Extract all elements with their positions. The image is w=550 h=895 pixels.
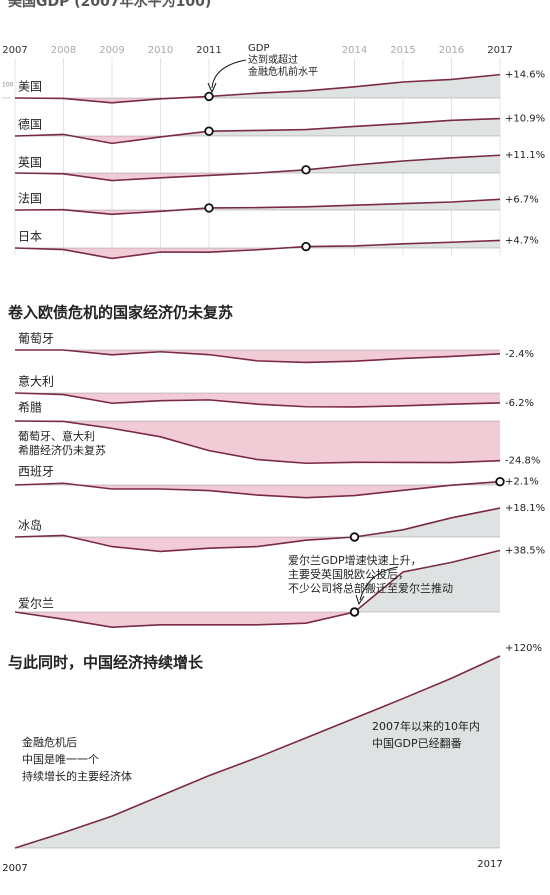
line [14,420,501,465]
section-title: 与此同时，中国经济持续增长 [8,654,204,672]
recovery-marker [204,91,214,102]
area [15,248,500,259]
area [15,155,500,173]
line [14,507,501,553]
recovery-marker [301,165,311,175]
x-tick-label: 2017 [487,45,512,56]
value-label: -24.8% [505,456,540,467]
line [14,198,501,216]
line [15,349,501,364]
value-label: +4.7% [505,235,539,246]
recovery-marker [349,532,360,542]
annotation: 金融危机后 [22,735,77,749]
annotation: 持续增长的主要经济体 [22,769,132,783]
series-label: 日本 [18,230,42,244]
value-label: -2.4% [505,349,534,360]
line [14,480,501,499]
value-label: +11.1% [505,150,545,161]
x-tick-label: 2011 [196,45,221,56]
area [15,421,500,464]
x-tick-label: 2015 [390,45,415,56]
line [14,239,501,260]
x-tick-label: 2014 [342,45,367,56]
annotation: 主要受英国脱欧公投后， [288,567,409,581]
recovery-marker [204,126,214,136]
value-label: +2.1% [505,477,539,488]
area [15,550,500,612]
series-label: 美国 [18,80,42,94]
recovery-marker [349,607,360,617]
area [15,537,500,552]
area [15,199,500,210]
x-tick-label: 2007 [2,863,27,874]
annotation: 爱尔兰GDP增速快速上升， [288,553,422,567]
area [15,136,500,144]
annotation: 希腊经济仍未复苏 [18,443,106,457]
recovery-marker [204,203,214,213]
annotation: 不少公司将总部搬迁至爱尔兰推动 [288,581,453,595]
line [14,392,501,408]
x-tick-label: 2008 [51,45,76,56]
arrow-head [207,82,217,94]
y-tick-label: 100 [2,82,14,89]
series-label: 德国 [18,117,42,132]
line [14,117,501,145]
value-label: -6.2% [505,398,534,409]
value-label: +6.7% [505,194,539,205]
value-label: +14.6% [505,70,545,81]
area [15,656,500,848]
series-label: 英国 [18,156,42,170]
area [15,481,500,485]
line [14,549,501,629]
arrow-head [355,594,365,606]
area [15,612,500,628]
area [15,393,500,407]
recovery-marker [495,476,505,487]
series-label: 爱尔兰 [18,596,54,611]
line [14,154,501,182]
annotation: 达到或超过 [248,53,298,66]
value-label: +38.5% [505,545,545,556]
x-tick-label: 2007 [2,45,27,56]
area [15,74,500,98]
arrow [359,566,399,601]
area [15,508,500,537]
x-tick-label: 2016 [439,45,464,56]
area [15,485,500,498]
line [14,655,501,849]
area [15,210,500,215]
area [15,98,500,103]
recovery-marker [301,241,311,252]
annotation: 葡萄牙、意大利 [18,429,95,443]
section-title: 卷入欧债危机的国家经济仍未复苏 [7,304,233,322]
annotation: 金融危机前水平 [248,65,318,78]
line [14,73,501,104]
value-label: +10.9% [505,114,545,125]
x-tick-label: 2010 [148,45,173,56]
annotation: GDP [248,43,269,54]
annotation: 2007年以来的10年内 [372,719,480,733]
series-label: 意大利 [18,374,54,389]
series-label: 葡萄牙 [18,332,54,346]
title: 美国GDP (2007年水平为100) [8,0,211,10]
annotation: 中国是唯一一个 [22,753,99,766]
x-tick-label: 2009 [99,45,124,56]
arrow [211,59,247,89]
value-label: +120% [505,643,542,654]
area [15,118,500,136]
series-label: 法国 [18,192,42,206]
series-label: 希腊 [18,400,42,415]
value-label: +18.1% [505,503,545,514]
area [15,240,500,248]
series-label: 西班牙 [18,465,54,479]
series-label: 冰岛 [18,518,42,533]
x-tick-label: 2017 [477,859,502,870]
annotation: 中国GDP已经翻番 [372,736,462,750]
